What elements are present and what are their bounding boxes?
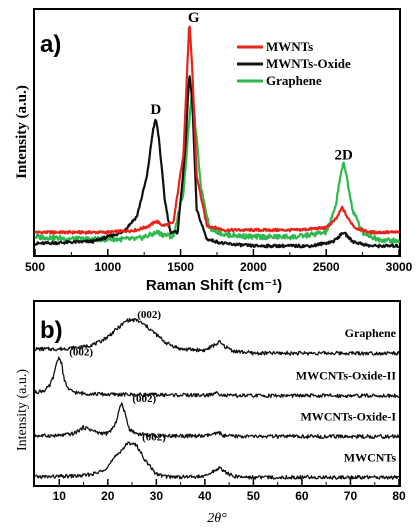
panel-a-peak-label: G xyxy=(188,10,200,26)
panel-b-peak-label: (002) xyxy=(69,346,93,358)
panel-b-x-ticks: 10 20 30 40 50 60 70 80 xyxy=(53,479,406,503)
panel-b-frame xyxy=(33,300,401,487)
panel-b-label: b) xyxy=(40,317,63,344)
panel-a-legend-label: MWNTs-Oxide xyxy=(266,56,351,71)
panel-b-series-line xyxy=(34,441,400,480)
panel-b-series-line xyxy=(34,356,400,399)
panel-b-series-line xyxy=(34,402,400,440)
panel-b-trace-name: MWCNTs-Oxide-II xyxy=(296,369,397,383)
panel-b-peak-label: (002) xyxy=(137,309,161,321)
panel-b-trace-labels: Graphene (002) MWCNTs-Oxide-II (002) MWCNTs-… xyxy=(69,309,396,464)
panel-b-peak-label: (002) xyxy=(132,393,156,405)
panel-b-peak-label: (002) xyxy=(142,432,166,444)
panel-a-frame xyxy=(33,8,401,257)
panel-a-peak-label: D xyxy=(150,102,161,118)
panel-a: a) Intensity (a.u.) Raman Shift (cm⁻¹) 5… xyxy=(14,8,413,294)
panel-a-series-line xyxy=(34,75,400,249)
panel-a-x-tick-label: 3000 xyxy=(386,260,413,274)
panel-a-xlabel: Raman Shift (cm⁻¹) xyxy=(146,277,282,294)
panel-a-x-tick-label: 500 xyxy=(25,260,45,274)
panel-a-peak-annotations: D G 2D xyxy=(150,10,353,163)
panel-a-x-ticks: 500 1000 1500 2000 2500 3000 xyxy=(25,249,413,274)
panel-b-x-tick-label: 70 xyxy=(344,489,358,503)
panel-b-x-tick-label: 80 xyxy=(392,489,406,503)
panel-b-x-tick-label: 40 xyxy=(198,489,212,503)
panel-a-x-tick-label: 2000 xyxy=(240,260,267,274)
panel-b-trace-name: MWCNTs xyxy=(344,450,397,464)
panel-b-ylabel: Intensity (a.u.) xyxy=(15,369,30,451)
panel-a-x-tick-label: 1500 xyxy=(167,260,194,274)
panel-b-series-line xyxy=(35,317,400,356)
panel-b-trace-name: Graphene xyxy=(345,326,397,340)
panel-b-x-tick-label: 20 xyxy=(101,489,115,503)
panel-b: b) Intensity (a.u.) 2θ° 10 20 30 40 50 60 70 80… xyxy=(15,300,406,526)
panel-b-x-tick-label: 10 xyxy=(53,489,67,503)
panel-a-label: a) xyxy=(40,31,61,58)
panel-a-legend-label: MWNTs xyxy=(266,39,313,54)
panel-b-xlabel: 2θ° xyxy=(207,511,227,526)
panel-b-plot-area xyxy=(34,317,400,480)
panel-b-x-tick-label: 60 xyxy=(295,489,309,503)
panel-a-peak-label: 2D xyxy=(335,147,354,163)
panel-a-series-line xyxy=(34,25,401,235)
panel-a-plot-area xyxy=(34,25,401,249)
panel-b-x-tick-label: 30 xyxy=(150,489,164,503)
panel-b-trace-name: MWCNTs-Oxide-I xyxy=(300,410,396,424)
panel-a-legend-label: Graphene xyxy=(266,73,322,88)
panel-a-x-tick-label: 1000 xyxy=(94,260,121,274)
panel-a-x-tick-label: 2500 xyxy=(313,260,340,274)
panel-a-legend: MWNTs MWNTs-Oxide Graphene xyxy=(237,39,351,88)
panel-b-x-tick-label: 50 xyxy=(247,489,261,503)
panel-a-ylabel: Intensity (a.u.) xyxy=(14,85,30,179)
panel-a-series-line xyxy=(34,92,401,245)
